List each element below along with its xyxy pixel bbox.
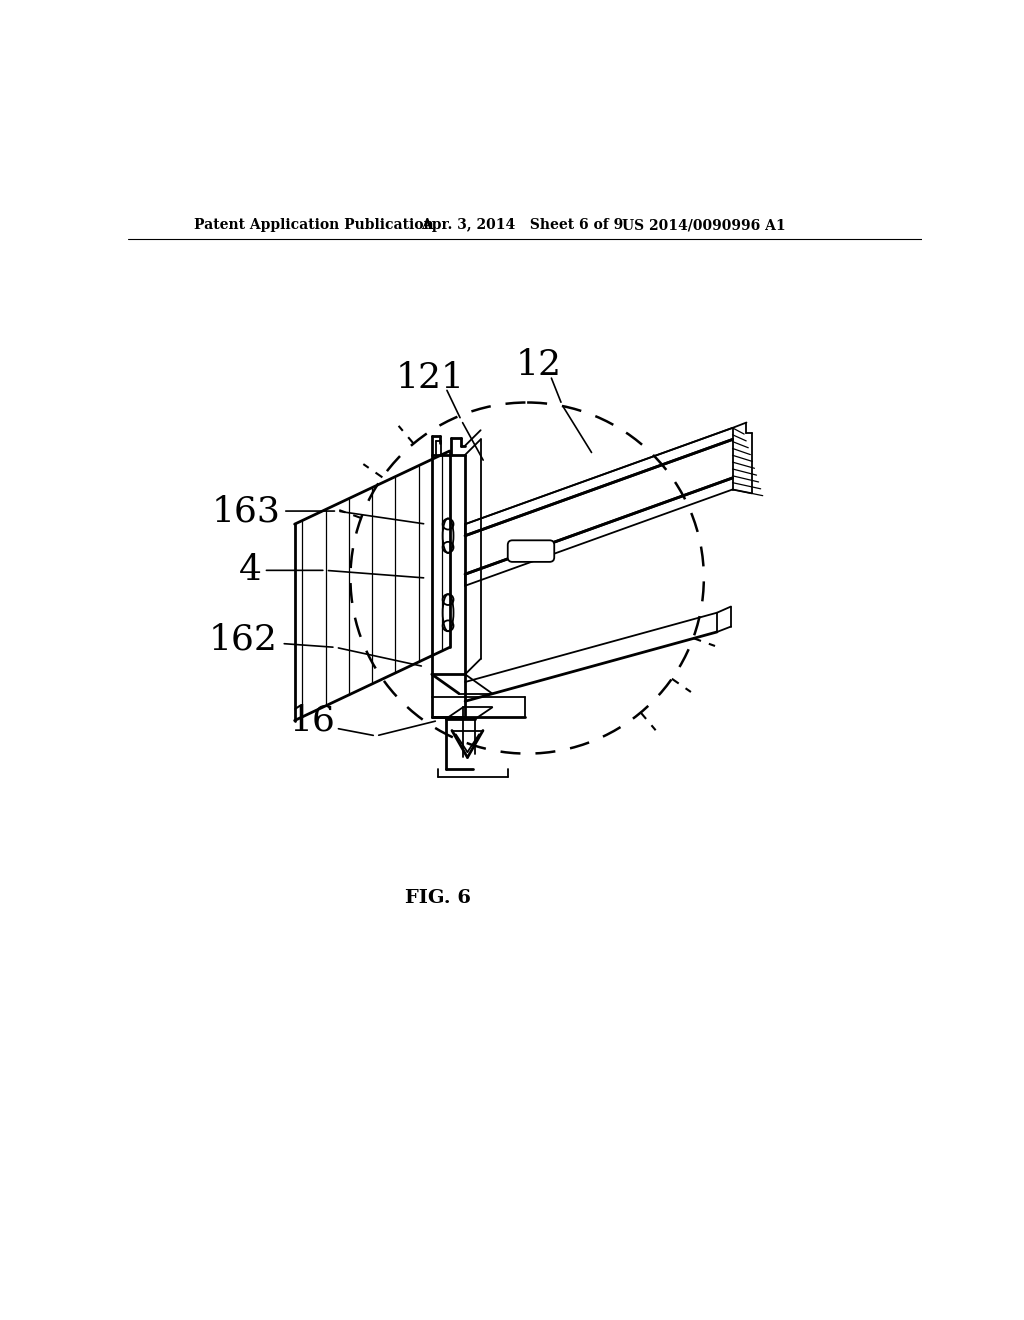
Text: Apr. 3, 2014   Sheet 6 of 9: Apr. 3, 2014 Sheet 6 of 9 — [421, 218, 624, 232]
Text: 121: 121 — [395, 360, 465, 395]
Text: FIG. 6: FIG. 6 — [406, 888, 471, 907]
Text: 163: 163 — [211, 494, 281, 528]
Text: 162: 162 — [208, 623, 278, 656]
Text: US 2014/0090996 A1: US 2014/0090996 A1 — [623, 218, 786, 232]
Text: 4: 4 — [239, 553, 262, 587]
Text: 16: 16 — [290, 704, 336, 738]
FancyBboxPatch shape — [508, 540, 554, 562]
Text: Patent Application Publication: Patent Application Publication — [194, 218, 433, 232]
Text: 12: 12 — [516, 347, 562, 381]
